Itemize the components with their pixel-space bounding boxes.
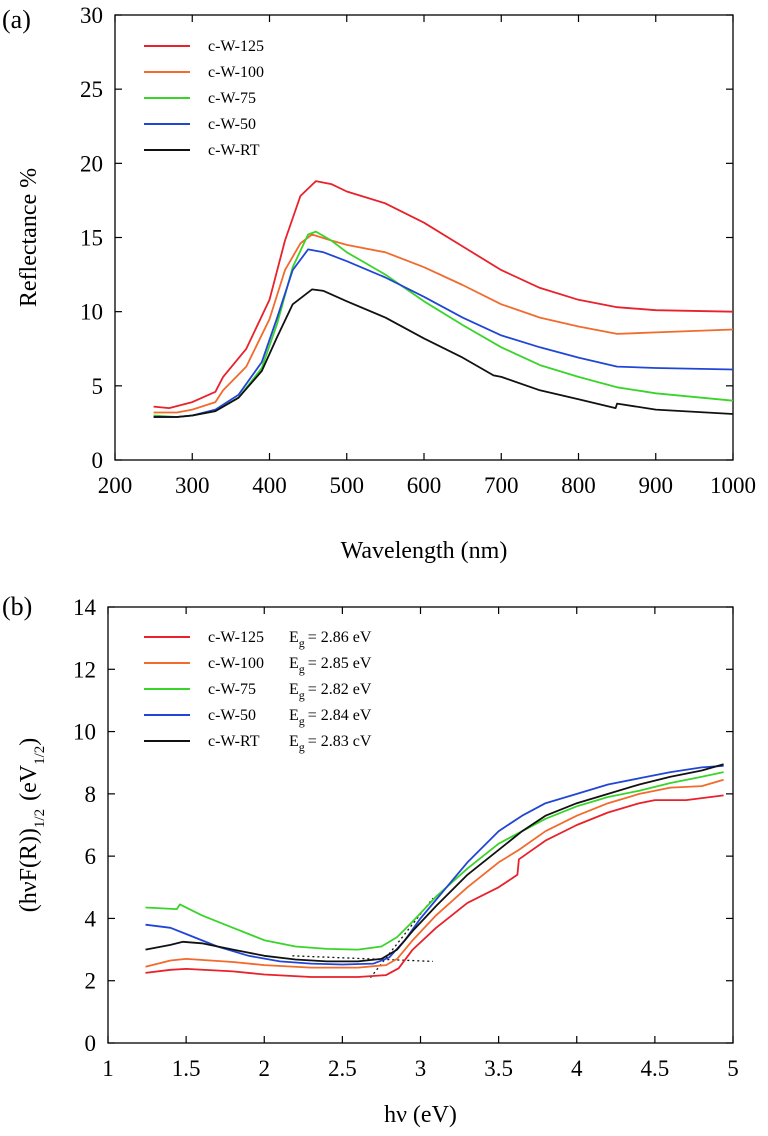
panel-a-y-axis-title: Reflectance % bbox=[16, 168, 42, 307]
panel-a-x-axis-title: Wavelength (nm) bbox=[341, 538, 508, 564]
b-legend-eg: Eg = 2.85 eV bbox=[289, 655, 372, 676]
a-legend-label: c-W-125 bbox=[208, 38, 264, 55]
b-fit-line bbox=[292, 955, 434, 963]
a-x-tick-label: 300 bbox=[175, 473, 210, 498]
panel-a-ticks: 200 300 400 500 600 700 800 900 1000 0 5 10 15 20 25 30 bbox=[80, 3, 756, 498]
b-fit-line bbox=[369, 897, 434, 979]
b-y-tick-label: 14 bbox=[73, 595, 97, 620]
b-x-tick-label: 3.5 bbox=[484, 1056, 513, 1081]
a-series-c-w-50 bbox=[153, 248, 734, 418]
panel-b-y-axis-title-sub: 1/2 bbox=[32, 809, 48, 828]
b-y-tick-label: 8 bbox=[85, 782, 97, 807]
a-x-tick-label: 800 bbox=[561, 473, 596, 498]
a-y-tick-label: 0 bbox=[92, 448, 104, 473]
a-x-tick-label: 1000 bbox=[710, 473, 756, 498]
b-y-tick-label: 0 bbox=[85, 1031, 97, 1056]
b-y-tick-label: 12 bbox=[73, 657, 96, 682]
a-y-tick-label: 20 bbox=[80, 151, 103, 176]
panel-b-y-axis-title-close: ) bbox=[16, 738, 42, 746]
b-y-tick-label: 6 bbox=[85, 844, 97, 869]
b-series-c-w-125 bbox=[145, 794, 724, 978]
a-x-tick-label: 500 bbox=[330, 473, 365, 498]
panel-b-legend: c-W-125 Eg = 2.86 eV c-W-100 Eg = 2.85 eV c-W-… bbox=[144, 629, 372, 754]
panel-b-series bbox=[145, 763, 724, 978]
a-series-c-w-rt bbox=[153, 288, 734, 418]
b-x-tick-label: 2 bbox=[259, 1056, 271, 1081]
panel-b-plot-frame bbox=[107, 606, 734, 1044]
a-x-tick-label: 400 bbox=[252, 473, 287, 498]
panel-b-x-axis-title: hν (eV) bbox=[384, 1102, 457, 1128]
a-series-c-w-75 bbox=[153, 230, 734, 418]
a-series-c-w-125 bbox=[153, 180, 734, 409]
b-series-c-w-50 bbox=[145, 764, 724, 966]
a-legend-label: c-W-75 bbox=[208, 90, 256, 107]
a-legend-label: c-W-RT bbox=[208, 142, 260, 159]
a-legend-label: c-W-100 bbox=[208, 64, 264, 81]
b-legend-eg: Eg = 2.84 eV bbox=[289, 707, 372, 728]
a-y-tick-label: 5 bbox=[92, 374, 104, 399]
a-series-c-w-100 bbox=[153, 233, 734, 414]
a-x-tick-label: 600 bbox=[407, 473, 442, 498]
a-y-tick-label: 10 bbox=[80, 300, 103, 325]
b-x-tick-label: 1.5 bbox=[172, 1056, 201, 1081]
b-legend-label: c-W-50 bbox=[208, 707, 256, 724]
panel-a-legend: c-W-125 c-W-100 c-W-75 c-W-50 c-W-RT bbox=[144, 38, 264, 159]
panel-b-fit-lines bbox=[292, 897, 434, 979]
panel-b-y-axis-title-main: (hνF(R)) bbox=[16, 828, 42, 912]
b-x-tick-label: 4.5 bbox=[641, 1056, 670, 1081]
b-legend-label: c-W-75 bbox=[208, 681, 256, 698]
a-y-tick-label: 30 bbox=[80, 3, 103, 28]
b-x-tick-label: 1 bbox=[102, 1056, 114, 1081]
b-legend-eg: Eg = 2.82 eV bbox=[289, 681, 372, 702]
panel-a-label: (a) bbox=[2, 5, 31, 34]
a-y-tick-label: 15 bbox=[80, 226, 103, 251]
panel-b-label: (b) bbox=[2, 592, 32, 621]
b-x-tick-label: 2.5 bbox=[328, 1056, 357, 1081]
b-series-c-w-75 bbox=[145, 771, 724, 951]
b-legend-eg: Eg = 2.86 eV bbox=[289, 629, 372, 650]
a-legend-label: c-W-50 bbox=[208, 116, 256, 133]
b-x-tick-label: 5 bbox=[727, 1056, 739, 1081]
b-x-tick-label: 4 bbox=[571, 1056, 583, 1081]
panel-a-series bbox=[153, 180, 734, 418]
a-x-tick-label: 700 bbox=[484, 473, 519, 498]
panel-b-tauc-plot: (b) 1 1.5 2 2.5 3 3.5 4 4.5 5 0 2 4 6 8 10 12 14 c-W-125… bbox=[2, 592, 739, 1128]
b-y-tick-label: 10 bbox=[73, 720, 96, 745]
panel-a-reflectance-chart: (a) 200 300 400 500 600 700 800 900 100005101520… bbox=[2, 3, 756, 564]
panel-b-y-axis-title-unit: (eV bbox=[16, 764, 42, 801]
a-y-tick-label: 25 bbox=[80, 77, 103, 102]
b-legend-label: c-W-100 bbox=[208, 655, 264, 672]
a-x-tick-label: 200 bbox=[98, 473, 133, 498]
panel-a-plot-frame bbox=[114, 14, 734, 461]
panel-b-y-axis-title: (hνF(R))1/2(eV1/2) bbox=[16, 738, 48, 913]
b-legend-label: c-W-125 bbox=[208, 629, 264, 646]
b-y-tick-label: 4 bbox=[85, 906, 97, 931]
b-x-tick-label: 3 bbox=[415, 1056, 427, 1081]
b-y-tick-label: 2 bbox=[85, 969, 97, 994]
b-legend-eg: Eg = 2.83 cV bbox=[289, 733, 372, 754]
a-x-tick-label: 900 bbox=[639, 473, 674, 498]
panel-b-ticks: 1 1.5 2 2.5 3 3.5 4 4.5 5 0 2 4 6 8 10 12 14 bbox=[73, 595, 739, 1081]
b-series-c-w-rt bbox=[145, 763, 724, 963]
b-series-c-w-100 bbox=[145, 778, 724, 969]
panel-b-y-axis-title-unit-sub: 1/2 bbox=[32, 746, 48, 765]
b-legend-label: c-W-RT bbox=[208, 733, 260, 750]
